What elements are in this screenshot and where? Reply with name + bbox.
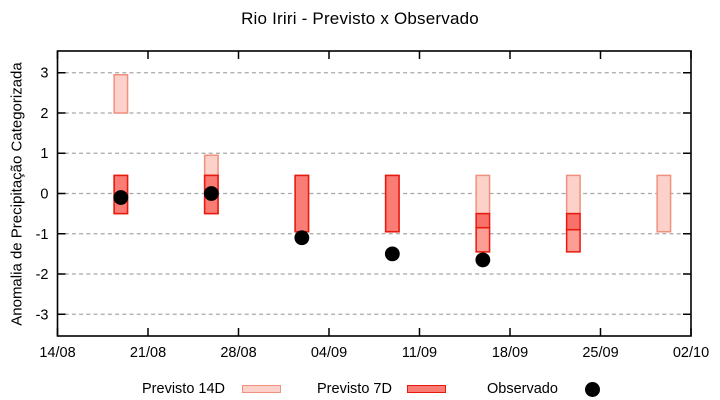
observado-dot <box>294 230 310 246</box>
legend-label-previsto-7d: Previsto 7D <box>317 381 392 397</box>
previsto-7d-swatch-icon <box>407 385 446 393</box>
observado-dot <box>384 246 400 262</box>
x-tick-label: 11/09 <box>402 345 437 361</box>
x-tick-label: 25/09 <box>582 345 618 361</box>
bar-previsto-14d <box>656 174 672 233</box>
observado-dot <box>475 252 491 268</box>
bar-previsto-7d <box>294 174 310 233</box>
y-tick-label: -1 <box>36 227 49 243</box>
bar-previsto-14d <box>113 74 129 114</box>
y-tick-label: -2 <box>36 267 49 283</box>
bar-previsto-7d <box>565 228 581 253</box>
bar-previsto-7d <box>384 174 400 233</box>
y-tick-label: 0 <box>40 187 48 203</box>
y-tick-label: 1 <box>40 146 48 162</box>
observado-dot <box>113 190 129 205</box>
x-tick-label: 02/10 <box>673 345 709 361</box>
legend-label-previsto-14d: Previsto 14D <box>142 381 226 397</box>
observado-dot-icon <box>585 382 600 397</box>
bar-previsto-14d <box>475 174 491 215</box>
bar-previsto-14d <box>203 154 219 177</box>
chart-title: Rio Iriri - Previsto x Observado <box>241 9 479 28</box>
x-tick-label: 14/08 <box>39 345 75 361</box>
x-tick-label: 18/09 <box>492 345 528 361</box>
x-tick-label: 28/08 <box>220 345 256 361</box>
legend-label-observado: Observado <box>487 381 558 397</box>
bar-previsto-14d <box>565 174 581 215</box>
y-tick-label: 3 <box>40 66 48 82</box>
y-tick-label: -3 <box>36 307 49 323</box>
observado-dot <box>203 186 219 201</box>
bar-previsto-7d <box>475 212 491 229</box>
bar-previsto-7d <box>475 226 491 253</box>
y-tick-label: 2 <box>40 106 48 122</box>
x-tick-label: 04/09 <box>311 345 347 361</box>
x-tick-label: 21/08 <box>130 345 166 361</box>
bar-previsto-7d <box>565 212 581 231</box>
previsto-14d-swatch-icon <box>242 385 281 393</box>
